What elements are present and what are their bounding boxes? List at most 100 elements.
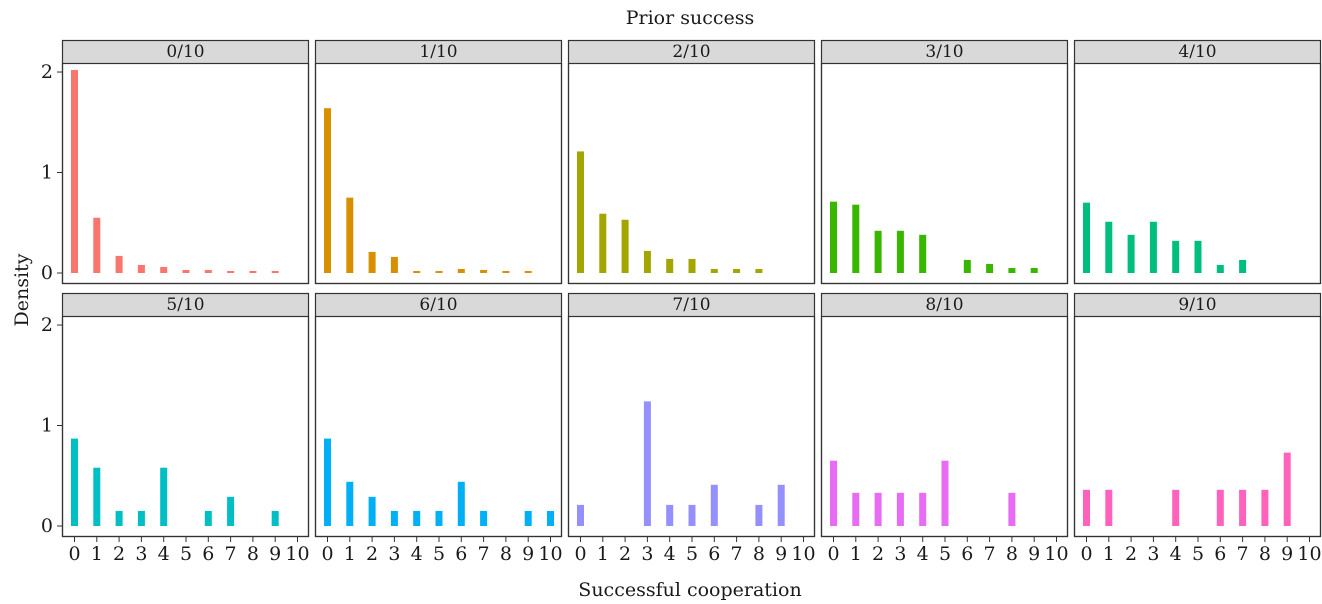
bar-9 [1283, 452, 1291, 526]
x-tick-label: 6 [1214, 543, 1226, 565]
x-tick-label: 4 [411, 543, 423, 565]
bar-0 [1083, 489, 1090, 526]
bar-3 [643, 401, 651, 526]
x-tick-label: 8 [500, 543, 512, 565]
bar-3 [896, 492, 904, 526]
panel-frame [1073, 39, 1322, 285]
x-tick-label: 9 [1028, 543, 1040, 565]
y-tick-label: 1 [41, 415, 53, 437]
strip-background [315, 293, 562, 316]
x-tick-label: 3 [894, 543, 906, 565]
bar-8 [1008, 492, 1016, 526]
panel-frame [61, 39, 310, 285]
bar-8 [249, 270, 257, 273]
bar-1 [93, 467, 101, 526]
strip-label: 5/10 [166, 295, 204, 315]
panel-6-of-10: 6/10 0 1 2 3 4 5 6 7 8 9 10 [314, 292, 563, 565]
x-tick-label: 1 [1103, 543, 1115, 565]
x-tick-label: 10 [791, 543, 815, 565]
panel-2-of-10: 2/10 [567, 39, 816, 285]
panel-border [567, 315, 816, 538]
x-tick-label: 7 [1237, 543, 1249, 565]
x-tick-label: 8 [1006, 543, 1018, 565]
x-tick-label: 6 [708, 543, 720, 565]
strip-background [821, 40, 1068, 63]
x-tick-label: 0 [827, 543, 839, 565]
strip-label: 2/10 [672, 42, 710, 62]
bar-3 [390, 510, 398, 526]
x-tick-label: 2 [619, 543, 631, 565]
bar-2 [621, 219, 629, 273]
bar-6 [710, 484, 718, 526]
x-tick-label: 10 [1297, 543, 1321, 565]
bar-2 [115, 255, 123, 273]
x-tick-label: 3 [1147, 543, 1159, 565]
bar-5 [688, 504, 696, 526]
strip-label: 9/10 [1178, 295, 1216, 315]
x-tick-label: 1 [344, 543, 356, 565]
panel-frame [567, 39, 816, 285]
bar-4 [666, 258, 674, 273]
bar-1 [852, 492, 860, 526]
x-tick-label: 6 [455, 543, 467, 565]
panel-1-of-10: 1/10 [314, 39, 563, 285]
bar-6 [1216, 489, 1224, 526]
bar-0 [1083, 202, 1090, 273]
x-tick-label: 4 [917, 543, 929, 565]
bar-5 [435, 270, 443, 273]
strip-background [568, 40, 815, 63]
bar-4 [1172, 489, 1180, 526]
bar-4 [919, 234, 927, 273]
x-tick-label: 9 [269, 543, 281, 565]
bar-9 [777, 484, 785, 526]
x-tick-label: 1 [850, 543, 862, 565]
x-tick-label: 7 [984, 543, 996, 565]
bar-5 [688, 258, 696, 273]
x-tick-label: 1 [597, 543, 609, 565]
x-tick-label: 9 [775, 543, 787, 565]
x-tick-label: 7 [225, 543, 237, 565]
bar-0 [577, 504, 584, 526]
y-axis-title: Density [11, 253, 33, 326]
bar-3 [390, 256, 398, 273]
x-tick-label: 8 [753, 543, 765, 565]
bar-10 [547, 510, 554, 526]
x-tick-label: 4 [158, 543, 170, 565]
strip-label: 6/10 [419, 295, 457, 315]
bar-6 [457, 268, 465, 273]
facet-title: Prior success [626, 7, 755, 29]
strip-background [315, 40, 562, 63]
panel-0-of-10: 0/10 0 1 2 [41, 39, 310, 285]
x-tick-label: 5 [180, 543, 192, 565]
y-tick-label: 2 [41, 61, 53, 83]
panel-frame [61, 292, 310, 538]
y-tick-label: 1 [41, 162, 53, 184]
bar-1 [346, 481, 354, 526]
bar-1 [1105, 221, 1113, 273]
bar-3 [896, 230, 904, 273]
strip-background [568, 293, 815, 316]
bar-2 [368, 251, 376, 273]
bar-7 [1239, 489, 1247, 526]
x-tick-label: 5 [939, 543, 951, 565]
x-tick-label: 2 [872, 543, 884, 565]
bar-2 [368, 496, 376, 526]
panel-frame [1073, 292, 1322, 538]
strip-background [821, 293, 1068, 316]
x-tick-label: 0 [1080, 543, 1092, 565]
bar-0 [324, 438, 331, 526]
bar-7 [733, 268, 741, 273]
bar-8 [755, 504, 763, 526]
bar-7 [1239, 259, 1247, 273]
bar-1 [93, 217, 101, 273]
bar-6 [710, 268, 718, 273]
bar-7 [986, 263, 994, 273]
x-tick-label: 10 [538, 543, 562, 565]
panel-frame [314, 292, 563, 538]
bar-6 [457, 481, 465, 526]
bar-7 [227, 496, 235, 526]
bar-0 [71, 438, 78, 526]
bar-6 [204, 510, 212, 526]
